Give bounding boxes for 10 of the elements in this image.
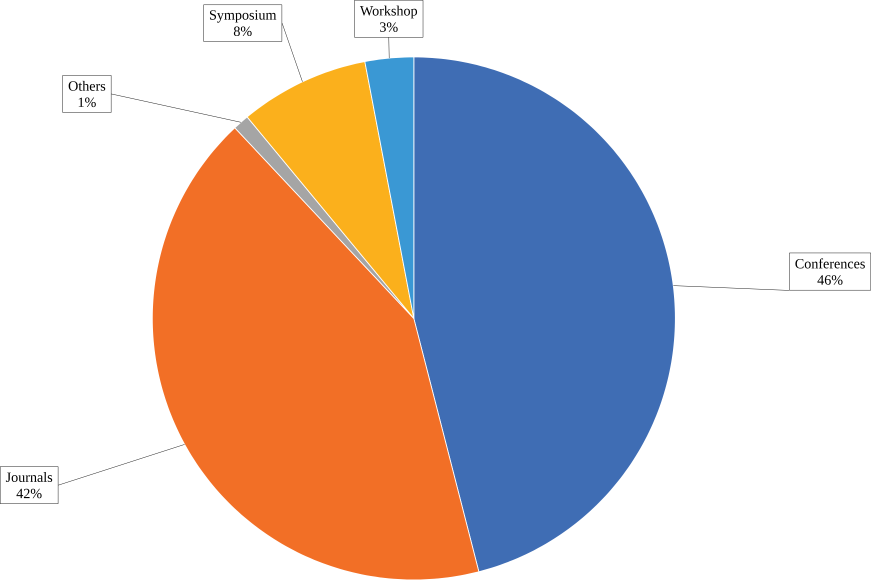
slice-label: Conferences: [795, 258, 865, 268]
slice-label: Symposium: [210, 10, 276, 22]
data-label: 3%: [380, 22, 398, 32]
slice-label: Workshop: [360, 5, 418, 18]
slice-label: Others: [68, 80, 106, 91]
data-label: 1%: [78, 97, 96, 107]
data-label: 42%: [16, 488, 42, 498]
slice-label: Journals: [6, 472, 52, 482]
data-label: 46%: [817, 275, 843, 285]
data-label: 8%: [234, 26, 252, 36]
